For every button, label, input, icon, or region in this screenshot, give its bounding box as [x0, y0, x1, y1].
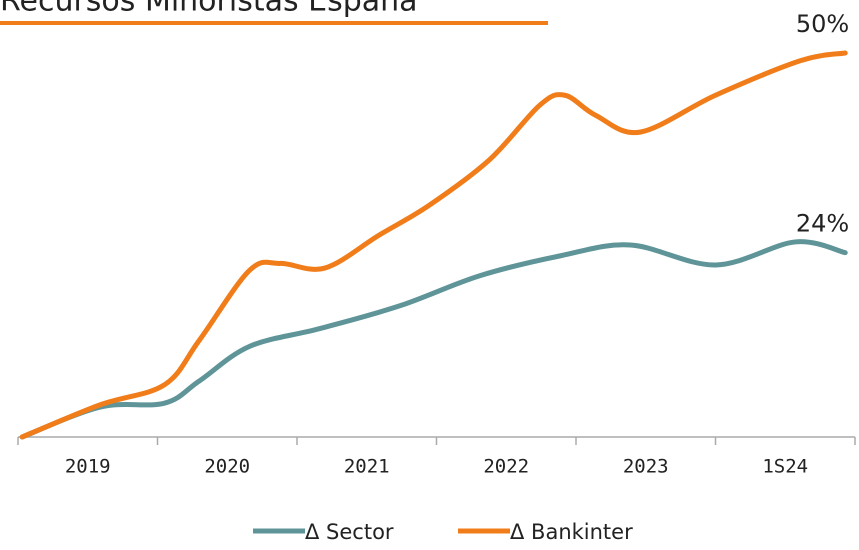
legend-label: Δ Sector — [305, 520, 394, 544]
legend-label: Δ Bankinter — [510, 520, 633, 544]
x-tick-label: 2022 — [483, 456, 529, 478]
line — [19, 50, 848, 440]
chart-title: Recursos Minoristas España — [0, 0, 418, 19]
x-tick-label: 1S24 — [762, 456, 808, 478]
data-label: 24% — [796, 210, 849, 238]
line — [19, 239, 848, 440]
x-tick-label: 2021 — [344, 456, 390, 478]
x-tick-label: 2023 — [623, 456, 669, 478]
x-tick-label: 2020 — [204, 456, 250, 478]
data-label: 50% — [796, 10, 849, 38]
x-tick-label: 2019 — [65, 456, 111, 478]
